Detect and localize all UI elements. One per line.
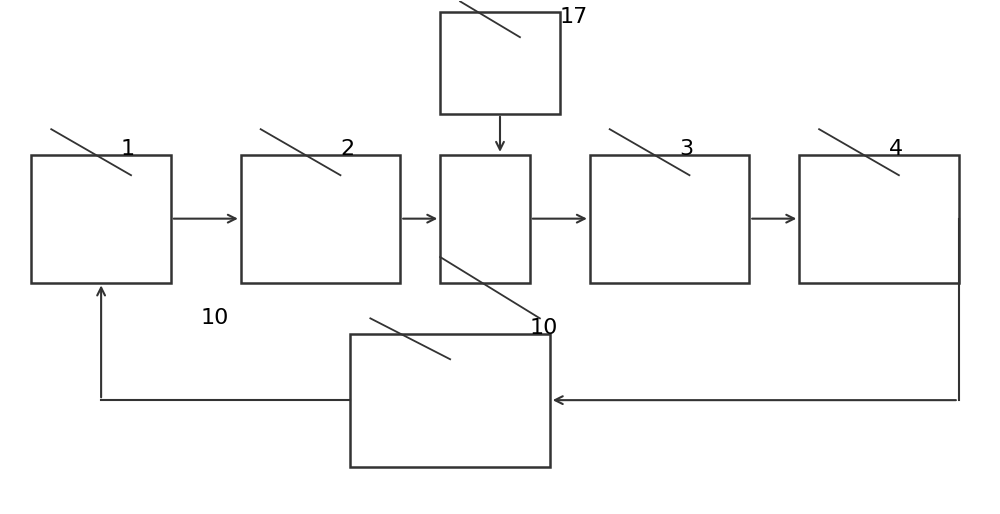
Text: 3: 3 <box>680 139 694 159</box>
Bar <box>241 155 400 283</box>
Bar <box>350 334 550 467</box>
Text: 10: 10 <box>201 308 229 328</box>
Bar <box>590 155 749 283</box>
Text: 17: 17 <box>560 7 588 27</box>
Bar <box>440 12 560 114</box>
Bar <box>31 155 171 283</box>
Text: 10: 10 <box>530 318 558 338</box>
Text: 1: 1 <box>121 139 135 159</box>
Bar <box>799 155 959 283</box>
Bar <box>440 155 530 283</box>
Text: 4: 4 <box>889 139 903 159</box>
Text: 2: 2 <box>340 139 355 159</box>
